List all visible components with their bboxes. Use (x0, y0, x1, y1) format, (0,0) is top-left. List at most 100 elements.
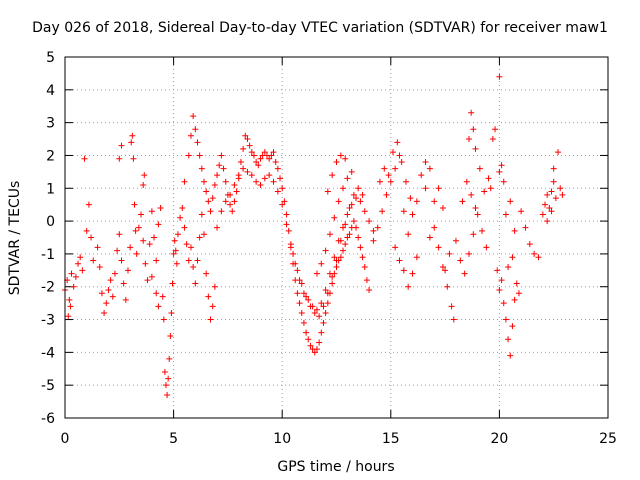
data-point (329, 280, 336, 287)
data-point (476, 165, 483, 172)
data-point (392, 165, 399, 172)
data-point (127, 244, 134, 251)
data-point (366, 218, 373, 225)
data-point (320, 303, 327, 310)
data-point (472, 204, 479, 211)
data-point (363, 277, 370, 284)
data-point (261, 149, 268, 156)
data-point (118, 142, 125, 149)
y-tick-label: 0 (46, 214, 55, 230)
axis-ticks: -6 -5 -4 -3 -2 -1 0 1 2 3 4 5 0 5 10 15 20 25 (41, 50, 617, 447)
data-point (505, 336, 512, 343)
data-point (187, 244, 194, 251)
data-point (207, 316, 214, 323)
data-point (485, 175, 492, 182)
data-point (409, 211, 416, 218)
data-point (509, 254, 516, 261)
data-point (324, 300, 331, 307)
data-point (169, 280, 176, 287)
data-point (383, 191, 390, 198)
data-point (107, 277, 114, 284)
data-point (544, 218, 551, 225)
data-point (88, 234, 95, 241)
data-point (496, 287, 503, 294)
data-point (370, 227, 377, 234)
data-point (133, 250, 140, 257)
y-tick-label: 4 (46, 83, 55, 99)
data-point (79, 267, 86, 274)
data-point (350, 191, 357, 198)
data-point (559, 191, 566, 198)
data-point (129, 132, 136, 139)
data-point (211, 283, 218, 290)
data-point (270, 178, 277, 185)
data-point (340, 224, 347, 231)
data-point (233, 188, 240, 195)
y-tick-label: 3 (46, 116, 55, 132)
data-points (62, 73, 566, 399)
data-point (209, 195, 216, 202)
data-point (155, 221, 162, 228)
data-point (539, 211, 546, 218)
data-point (316, 339, 323, 346)
data-point (353, 195, 360, 202)
data-point (116, 231, 123, 238)
data-point (168, 309, 175, 316)
data-point (211, 181, 218, 188)
data-point (461, 270, 468, 277)
y-tick-label: -5 (41, 378, 55, 394)
data-point (324, 188, 331, 195)
data-point (181, 178, 188, 185)
data-point (346, 204, 353, 211)
data-point (218, 208, 225, 215)
data-point (194, 257, 201, 264)
x-tick-label: 0 (61, 431, 70, 447)
data-point (557, 185, 564, 192)
data-point (283, 221, 290, 228)
data-point (205, 293, 212, 300)
data-point (138, 211, 145, 218)
data-point (216, 162, 223, 169)
y-tick-label: -2 (41, 280, 55, 296)
data-point (344, 211, 351, 218)
data-point (142, 260, 149, 267)
data-point (261, 175, 268, 182)
data-point (66, 296, 73, 303)
data-point (148, 208, 155, 215)
data-point (355, 185, 362, 192)
data-point (250, 152, 257, 159)
data-point (498, 277, 505, 284)
data-point (513, 280, 520, 287)
data-point (279, 185, 286, 192)
data-point (140, 237, 147, 244)
data-point (322, 287, 329, 294)
data-point (409, 270, 416, 277)
data-point (153, 290, 160, 297)
data-point (144, 277, 151, 284)
data-point (481, 188, 488, 195)
data-point (229, 208, 236, 215)
grid (65, 57, 608, 418)
data-point (470, 231, 477, 238)
data-point (131, 201, 138, 208)
data-point (111, 270, 118, 277)
data-point (101, 309, 108, 316)
x-tick-label: 25 (599, 431, 617, 447)
data-point (122, 296, 129, 303)
data-point (270, 149, 277, 156)
y-tick-label: -6 (41, 411, 55, 427)
data-point (257, 181, 264, 188)
y-tick-label: -1 (41, 247, 55, 263)
data-point (346, 231, 353, 238)
data-point (170, 250, 177, 257)
data-point (253, 159, 260, 166)
data-point (555, 149, 562, 156)
data-point (160, 316, 167, 323)
data-point (240, 145, 247, 152)
data-point (103, 300, 110, 307)
data-point (313, 270, 320, 277)
x-tick-label: 15 (382, 431, 400, 447)
data-point (227, 201, 234, 208)
data-point (240, 165, 247, 172)
